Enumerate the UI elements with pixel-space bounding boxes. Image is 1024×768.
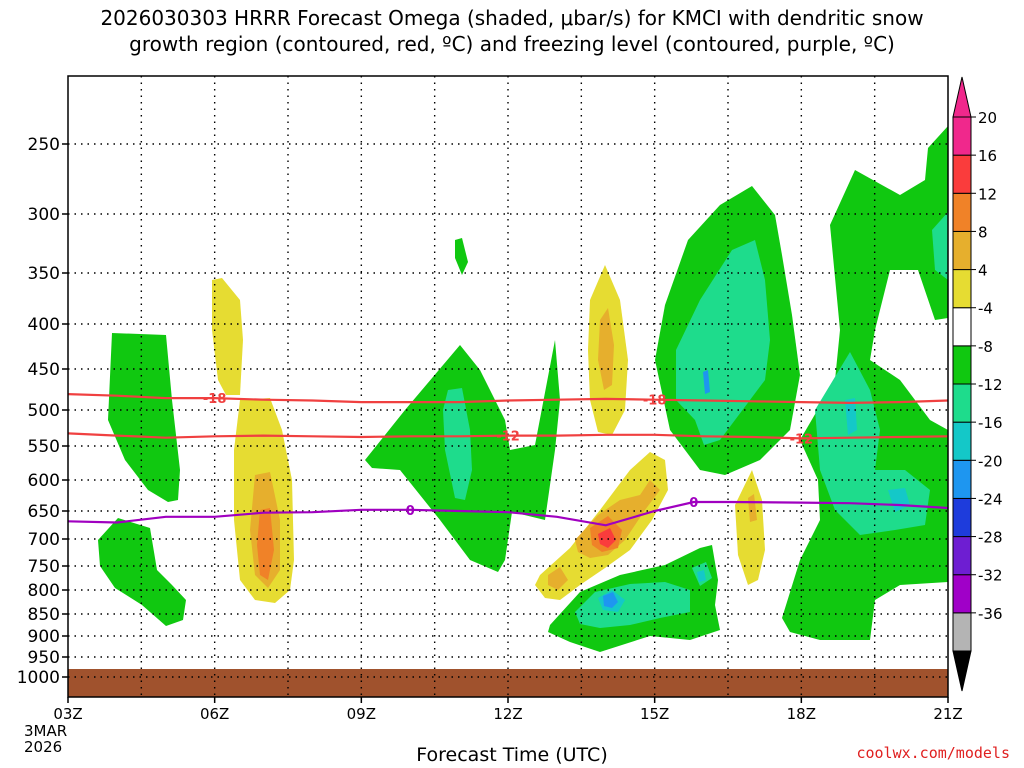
x-start-date-day: 3MAR: [24, 722, 68, 740]
x-tick-label-03Z: 03Z: [53, 705, 82, 723]
colorbar-label--28: -28: [978, 529, 1003, 547]
ground-surface: [68, 669, 948, 697]
colorbar-label-4: 4: [978, 262, 988, 280]
contour-label--12: -12: [496, 430, 520, 445]
colorbar-label--8: -8: [978, 338, 993, 356]
x-tick-label-21Z: 21Z: [933, 705, 962, 723]
credit-link[interactable]: coolwx.com/models: [856, 744, 1010, 762]
colorbar: 20 16 12 8 4 -4 -8 -12 -16 -20 -24 -28 -32 -36: [952, 76, 1003, 692]
contour-label--18: -18: [643, 394, 667, 409]
y-tick-label-650: 650: [28, 502, 60, 522]
omega-shading-layer: [98, 126, 948, 652]
y-tick-label-700: 700: [28, 530, 60, 550]
colorbar-label--36: -36: [978, 605, 1003, 623]
colorbar-extend-min: [952, 650, 972, 692]
y-tick-label-750: 750: [28, 557, 60, 577]
y-tick-label-800: 800: [28, 581, 60, 601]
x-tick-label-09Z: 09Z: [347, 705, 376, 723]
y-tick-label-900: 900: [28, 627, 60, 647]
colorbar-label-12: 12: [978, 185, 997, 203]
omega-region-teal-lower: [575, 582, 690, 628]
y-tick-label-250: 250: [28, 135, 60, 155]
omega-region-mid-top: [455, 238, 468, 275]
colorbar-bin: [952, 345, 972, 385]
colorbar-bin: [952, 612, 972, 652]
colorbar-bin: [952, 497, 972, 538]
colorbar-label--12: -12: [978, 376, 1003, 394]
colorbar-bin: [952, 269, 972, 309]
omega-region-pos-right-core: [748, 494, 757, 522]
chart-title-line-1: 2026030303 HRRR Forecast Omega (shaded, …: [100, 6, 924, 30]
colorbar-label-16: 16: [978, 147, 997, 165]
colorbar-extend-max: [952, 76, 972, 118]
y-tick-label-850: 850: [28, 605, 60, 625]
x-tick-label-06Z: 06Z: [200, 705, 229, 723]
y-tick-label-950: 950: [28, 648, 60, 668]
y-tick-label-400: 400: [28, 315, 60, 335]
y-tick-label-300: 300: [28, 205, 60, 225]
x-tick-label-18Z: 18Z: [787, 705, 816, 723]
colorbar-bin: [952, 383, 972, 423]
x-axis-label: Forecast Time (UTC): [416, 744, 608, 766]
colorbar-bin: [952, 154, 972, 194]
colorbar-bin: [952, 536, 972, 576]
omega-region-left-upper: [108, 333, 180, 502]
omega-region-teal-top-right: [932, 212, 948, 280]
colorbar-label-20: 20: [978, 109, 997, 127]
y-tick-label-350: 350: [28, 264, 60, 284]
colorbar-label-8: 8: [978, 223, 988, 241]
y-tick-label-550: 550: [28, 437, 60, 457]
omega-region-teal-mid: [443, 388, 472, 500]
colorbar-bin: [952, 574, 972, 614]
colorbar-label--16: -16: [978, 414, 1003, 432]
y-tick-label-450: 450: [28, 360, 60, 380]
contour-layer: -18 -18 -12 -12 0 0: [67, 392, 949, 527]
colorbar-label--20: -20: [978, 452, 1003, 470]
axis-layer: 2503003504004505005506006507007508008509…: [17, 75, 963, 723]
x-start-date-year: 2026: [24, 738, 63, 756]
y-tick-label-600: 600: [28, 471, 60, 491]
omega-region-blue-lower-core: [603, 592, 618, 608]
colorbar-label--24: -24: [978, 490, 1003, 508]
y-tick-label-1000: 1000: [17, 668, 60, 688]
contour-line--18: [67, 393, 949, 405]
omega-region-pos-right: [735, 470, 765, 585]
x-tick-label-15Z: 15Z: [640, 705, 669, 723]
colorbar-bin: [952, 307, 972, 347]
contour-line--12: [67, 432, 949, 440]
x-tick-label-12Z: 12Z: [493, 705, 522, 723]
colorbar-bin: [952, 230, 972, 271]
omega-region-pos-left-top: [212, 278, 243, 395]
omega-region-teal-right: [676, 240, 770, 445]
chart-title-line-2: growth region (contoured, red, ºC) and f…: [129, 32, 895, 56]
contour-line-0: [67, 500, 949, 527]
omega-region-blue-far-right: [845, 398, 857, 435]
y-tick-label-500: 500: [28, 401, 60, 421]
omega-region-lower-mid-blue2: [697, 570, 706, 582]
colorbar-bin: [952, 421, 972, 461]
colorbar-bin: [952, 192, 972, 232]
colorbar-label--32: -32: [978, 567, 1003, 585]
omega-region-blue-right: [703, 370, 710, 394]
colorbar-label--4: -4: [978, 300, 993, 318]
contour-label-0: 0: [689, 496, 698, 511]
contour-label--12: -12: [790, 432, 814, 447]
omega-region-pos-left-core: [257, 508, 274, 580]
omega-region-pos-center-red: [598, 528, 616, 548]
contour-label-0: 0: [406, 504, 415, 519]
contour-label--18: -18: [203, 392, 227, 407]
omega-region-pos-center-left: [548, 567, 568, 590]
colorbar-bin: [952, 459, 972, 499]
omega-region-left-lower: [98, 518, 186, 626]
colorbar-bin: [952, 116, 972, 156]
